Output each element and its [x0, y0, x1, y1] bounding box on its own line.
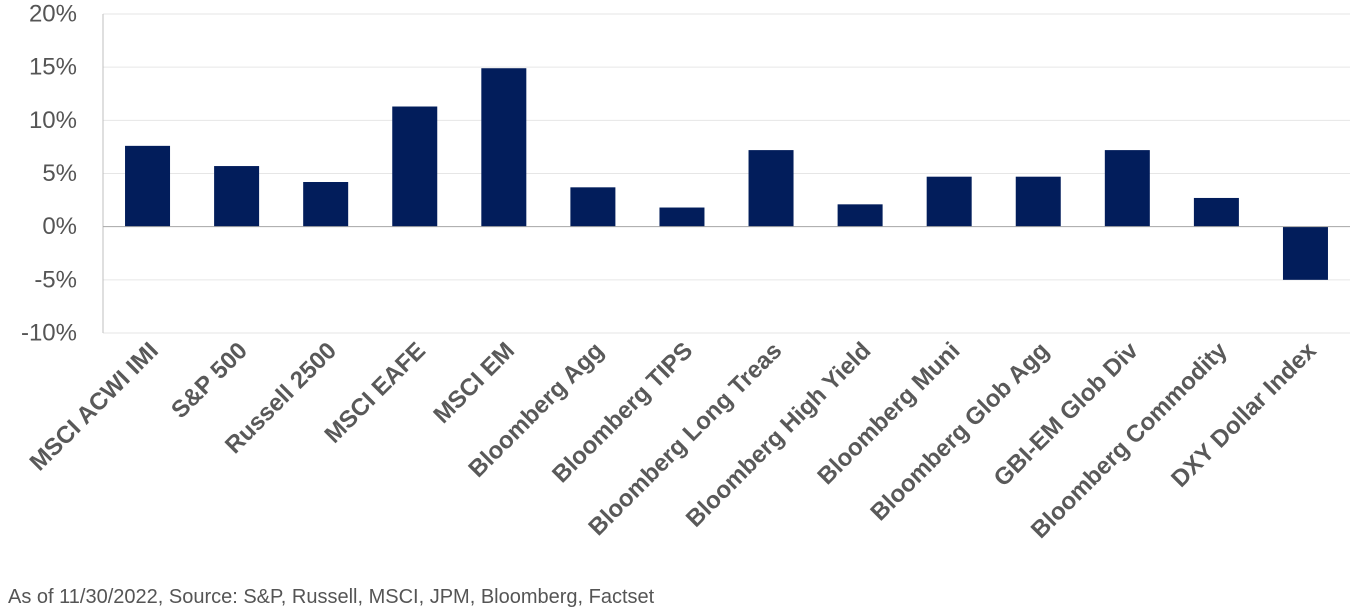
bar	[570, 187, 616, 227]
y-tick-label: -5%	[34, 266, 77, 293]
bar	[214, 166, 260, 227]
bar	[926, 176, 972, 227]
bar	[481, 68, 527, 227]
y-tick-label: 15%	[29, 54, 77, 81]
bar	[748, 150, 794, 227]
bar-chart: -10% -5% 0% 5% 10% 15% 20% MSCI ACWI IMI S&P 50…	[21, 1, 1350, 544]
y-axis-ticks: -10% -5% 0% 5% 10% 15% 20%	[21, 1, 77, 347]
bar	[1104, 150, 1150, 227]
y-tick-label: -10%	[21, 320, 77, 347]
bar	[1193, 197, 1239, 227]
bar	[125, 145, 171, 227]
bar	[837, 204, 883, 227]
gridlines	[103, 13, 1350, 334]
x-tick-label: MSCI ACWI IMI	[25, 337, 164, 476]
bar	[1015, 176, 1061, 227]
x-tick-label: Bloomberg Glob Agg	[865, 337, 1054, 526]
y-tick-label: 20%	[29, 1, 77, 28]
bar	[303, 182, 349, 227]
x-tick-label: MSCI EM	[428, 337, 520, 429]
y-tick-label: 10%	[29, 107, 77, 134]
bar	[392, 106, 438, 227]
x-tick-label: Bloomberg High Yield	[681, 337, 876, 532]
axes	[102, 14, 1350, 333]
y-tick-label: 0%	[42, 213, 77, 240]
y-tick-label: 5%	[42, 160, 77, 187]
bar	[1282, 226, 1328, 280]
x-tick-label: S&P 500	[166, 337, 253, 424]
bar	[659, 207, 705, 227]
bars	[125, 68, 1328, 280]
source-note: As of 11/30/2022, Source: S&P, Russell, …	[8, 586, 655, 608]
